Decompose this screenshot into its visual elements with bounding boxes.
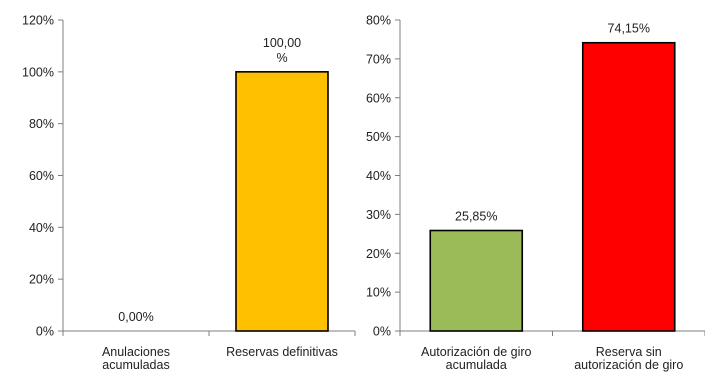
- y-tick-label: 100%: [22, 65, 54, 79]
- y-tick-label: 70%: [366, 52, 391, 66]
- y-tick-label: 80%: [29, 117, 54, 131]
- y-tick-label: 10%: [366, 286, 391, 300]
- bar: [429, 229, 524, 332]
- category-label: Autorización de giro: [421, 345, 532, 359]
- data-label: 74,15%: [608, 22, 650, 36]
- bar: [235, 71, 329, 332]
- y-tick-label: 60%: [29, 169, 54, 183]
- category-label: acumulada: [446, 358, 507, 372]
- data-label: 25,85%: [455, 210, 497, 224]
- y-tick-label: 40%: [29, 221, 54, 235]
- y-tick-label: 30%: [366, 208, 391, 222]
- data-label: %: [276, 51, 287, 65]
- category-label: Anulaciones: [102, 345, 170, 359]
- bar: [581, 41, 676, 332]
- y-tick-label: 20%: [366, 247, 391, 261]
- data-label: 100,00: [263, 36, 301, 50]
- y-tick-label: 0%: [36, 325, 54, 339]
- category-label: acumuladas: [102, 358, 169, 372]
- y-tick-label: 120%: [22, 14, 54, 28]
- y-tick-label: 50%: [366, 130, 391, 144]
- y-tick-label: 80%: [366, 14, 391, 28]
- category-label: autorización de giro: [574, 358, 683, 372]
- category-label: Reserva sin: [596, 345, 662, 359]
- category-label: Reservas definitivas: [226, 345, 338, 359]
- y-tick-label: 20%: [29, 273, 54, 287]
- y-tick-label: 40%: [366, 169, 391, 183]
- data-label: 0,00%: [118, 310, 153, 324]
- y-tick-label: 60%: [366, 91, 391, 105]
- y-tick-label: 0%: [373, 325, 391, 339]
